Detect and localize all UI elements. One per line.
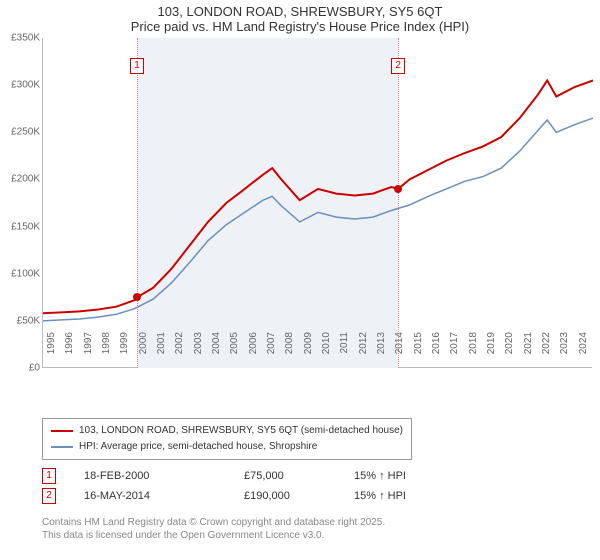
- x-axis-label: 1998: [101, 332, 112, 372]
- chart-area: 12 £0£50K£100K£150K£200K£250K£300K£350K1…: [0, 38, 600, 410]
- x-axis-label: 2009: [303, 332, 314, 372]
- marker-line: [398, 38, 399, 368]
- x-axis-label: 2017: [449, 332, 460, 372]
- x-axis-label: 1995: [46, 332, 57, 372]
- series-hpi: [43, 118, 593, 321]
- sale-dot: [394, 185, 402, 193]
- x-axis-label: 2011: [339, 332, 350, 372]
- y-axis-label: £250K: [0, 127, 40, 138]
- x-axis-label: 2020: [504, 332, 515, 372]
- x-axis-label: 2004: [211, 332, 222, 372]
- x-axis-label: 2007: [266, 332, 277, 372]
- attribution-line2: This data is licensed under the Open Gov…: [42, 529, 385, 542]
- series-property: [43, 80, 593, 313]
- x-axis-label: 2010: [321, 332, 332, 372]
- legend-item-hpi: HPI: Average price, semi-detached house,…: [51, 439, 403, 455]
- sales-table: 1 18-FEB-2000 £75,000 15% ↑ HPI 2 16-MAY…: [42, 466, 406, 506]
- sale-num-box: 2: [42, 488, 56, 504]
- x-axis-label: 2001: [156, 332, 167, 372]
- marker-box: 2: [391, 58, 405, 74]
- x-axis-label: 2008: [284, 332, 295, 372]
- y-axis-label: £50K: [0, 315, 40, 326]
- y-axis-label: £350K: [0, 33, 40, 44]
- x-axis-label: 1999: [119, 332, 130, 372]
- x-axis-label: 2015: [413, 332, 424, 372]
- plot-area: 12: [42, 38, 592, 368]
- sale-dot: [133, 293, 141, 301]
- sale-num-box: 1: [42, 468, 56, 484]
- x-axis-label: 2012: [358, 332, 369, 372]
- x-axis-label: 2006: [248, 332, 259, 372]
- legend-label: HPI: Average price, semi-detached house,…: [79, 439, 317, 455]
- x-axis-label: 2002: [174, 332, 185, 372]
- attribution: Contains HM Land Registry data © Crown c…: [42, 516, 385, 542]
- y-axis-label: £200K: [0, 174, 40, 185]
- y-axis-label: £300K: [0, 80, 40, 91]
- sale-date: 16-MAY-2014: [84, 490, 244, 502]
- marker-line: [137, 38, 138, 368]
- legend-swatch: [51, 430, 73, 432]
- legend: 103, LONDON ROAD, SHREWSBURY, SY5 6QT (s…: [42, 418, 412, 460]
- line-svg: [43, 38, 593, 368]
- x-axis-label: 1997: [83, 332, 94, 372]
- title-line2: Price paid vs. HM Land Registry's House …: [0, 19, 600, 34]
- chart-container: 103, LONDON ROAD, SHREWSBURY, SY5 6QT Pr…: [0, 0, 600, 560]
- x-axis-label: 2019: [486, 332, 497, 372]
- sale-price: £75,000: [244, 470, 354, 482]
- x-axis-label: 2022: [541, 332, 552, 372]
- marker-box: 1: [130, 58, 144, 74]
- sale-price: £190,000: [244, 490, 354, 502]
- x-axis-label: 2024: [578, 332, 589, 372]
- x-axis-label: 1996: [64, 332, 75, 372]
- x-axis-label: 2005: [229, 332, 240, 372]
- sale-date: 18-FEB-2000: [84, 470, 244, 482]
- attribution-line1: Contains HM Land Registry data © Crown c…: [42, 516, 385, 529]
- legend-label: 103, LONDON ROAD, SHREWSBURY, SY5 6QT (s…: [79, 423, 403, 439]
- x-axis-label: 2003: [193, 332, 204, 372]
- x-axis-label: 2021: [523, 332, 534, 372]
- x-axis-label: 2014: [394, 332, 405, 372]
- legend-swatch: [51, 446, 73, 448]
- title-line1: 103, LONDON ROAD, SHREWSBURY, SY5 6QT: [0, 4, 600, 19]
- y-axis-label: £0: [0, 363, 40, 374]
- sale-pct: 15% ↑ HPI: [354, 470, 406, 482]
- x-axis-label: 2000: [138, 332, 149, 372]
- sale-row: 2 16-MAY-2014 £190,000 15% ↑ HPI: [42, 486, 406, 506]
- x-axis-label: 2013: [376, 332, 387, 372]
- sale-pct: 15% ↑ HPI: [354, 490, 406, 502]
- y-axis-label: £100K: [0, 268, 40, 279]
- x-axis-label: 2018: [468, 332, 479, 372]
- sale-row: 1 18-FEB-2000 £75,000 15% ↑ HPI: [42, 466, 406, 486]
- x-axis-label: 2023: [559, 332, 570, 372]
- x-axis-label: 2016: [431, 332, 442, 372]
- title-block: 103, LONDON ROAD, SHREWSBURY, SY5 6QT Pr…: [0, 0, 600, 34]
- y-axis-label: £150K: [0, 221, 40, 232]
- legend-item-property: 103, LONDON ROAD, SHREWSBURY, SY5 6QT (s…: [51, 423, 403, 439]
